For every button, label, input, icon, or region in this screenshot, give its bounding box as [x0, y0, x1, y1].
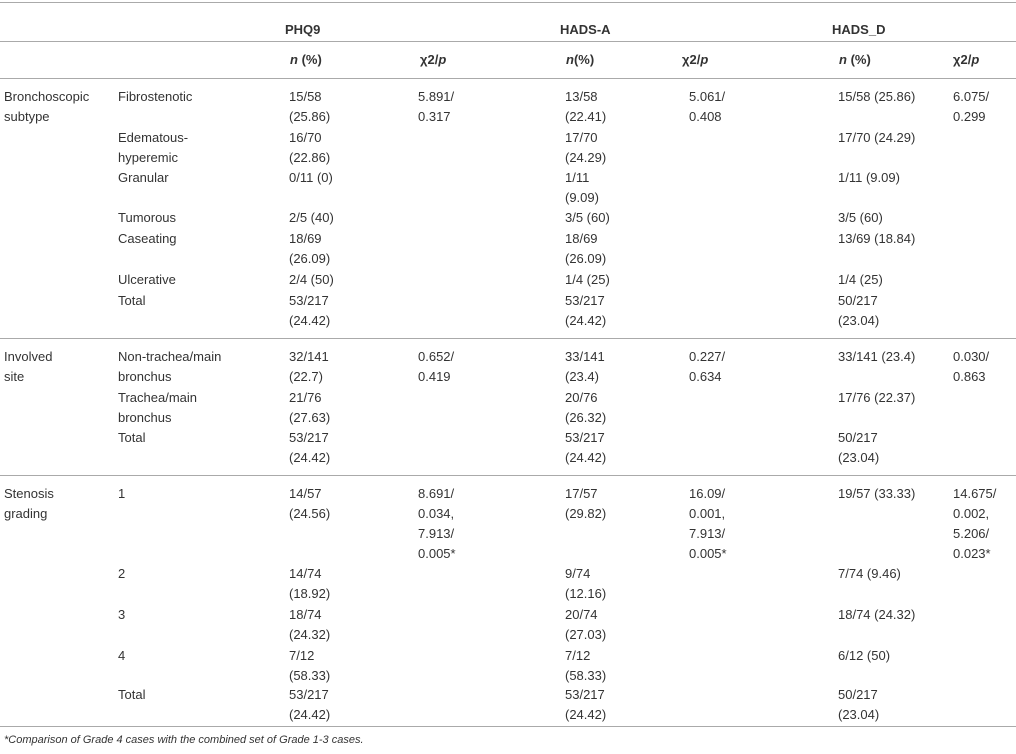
table-cell-phq-x: 0.652/ 0.419 [418, 349, 455, 384]
table-cell-hd-n: 3/5 (60) [838, 210, 883, 225]
row-item-label: Total [118, 293, 146, 308]
header-rule-2 [0, 78, 1016, 79]
row-item-label: Edematous- hyperemic [118, 130, 189, 165]
table-cell-ha-x: 16.09/ 0.001, 7.913/ 0.005* [689, 486, 727, 561]
table-cell-hd-n: 50/217 (23.04) [838, 687, 880, 722]
section-label: Involved site [4, 349, 53, 384]
table-cell-ha-n: 9/74 (12.16) [565, 566, 607, 601]
row-item-label: 4 [118, 648, 126, 663]
table-cell-hd-n: 18/74 (24.32) [838, 607, 916, 622]
table-cell-ha-n: 53/217 (24.42) [565, 687, 607, 722]
table-cell-ha-n: 17/57 (29.82) [565, 486, 607, 521]
bottom-rule [0, 726, 1016, 727]
table-cell-ha-n: 7/12 (58.33) [565, 648, 607, 683]
subheader-phq9-chi: χ2/p [420, 52, 447, 67]
table-cell-phq-n: 53/217 (24.42) [289, 430, 331, 465]
table-cell-ha-x: 5.061/ 0.408 [689, 89, 726, 124]
table-cell-hd-n: 17/70 (24.29) [838, 130, 916, 145]
table-cell-hd-n: 50/217 (23.04) [838, 430, 880, 465]
table-cell-phq-x: 8.691/ 0.034, 7.913/ 0.005* [418, 486, 456, 561]
table-cell-ha-n: 20/74 (27.03) [565, 607, 607, 642]
row-item-label: Tumorous [118, 210, 177, 225]
header-hads-d: HADS_D [832, 22, 886, 37]
top-rule [0, 2, 1016, 3]
subheader-hadsd-chi: χ2/p [953, 52, 980, 67]
row-item-label: Ulcerative [118, 272, 176, 287]
section-label: Bronchoscopic subtype [4, 89, 90, 124]
table-cell-ha-n: 33/141 (23.4) [565, 349, 605, 384]
table-cell-hd-n: 33/141 (23.4) [838, 349, 916, 364]
table-cell-phq-n: 53/217 (24.42) [289, 687, 331, 722]
row-item-label: 3 [118, 607, 126, 622]
table-cell-ha-n: 13/58 (22.41) [565, 89, 607, 124]
row-item-label: Non-trachea/main bronchus [118, 349, 222, 384]
table-cell-hd-n: 17/76 (22.37) [838, 390, 916, 405]
table-cell-ha-n: 17/70 (24.29) [565, 130, 607, 165]
row-item-label: 2 [118, 566, 126, 581]
subheader-phq9-n: n (%) [290, 52, 322, 67]
row-item-label: Total [118, 687, 146, 702]
section-rule [0, 338, 1016, 339]
table-footnote: *Comparison of Grade 4 cases with the co… [4, 734, 364, 746]
table-cell-phq-n: 2/4 (50) [289, 272, 334, 287]
table-cell-hd-n: 19/57 (33.33) [838, 486, 916, 501]
table-cell-ha-n: 53/217 (24.42) [565, 293, 607, 328]
table-cell-hd-n: 7/74 (9.46) [838, 566, 901, 581]
table-cell-hd-n: 6/12 (50) [838, 648, 891, 663]
table-cell-phq-n: 32/141 (22.7) [289, 349, 329, 384]
table-cell-phq-n: 18/69 (26.09) [289, 231, 331, 266]
table-cell-ha-n: 3/5 (60) [565, 210, 610, 225]
row-item-label: Granular [118, 170, 169, 185]
table-cell-hd-n: 15/58 (25.86) [838, 89, 916, 104]
row-item-label: Caseating [118, 231, 177, 246]
table-cell-ha-n: 1/4 (25) [565, 272, 610, 287]
table-cell-phq-n: 14/57 (24.56) [289, 486, 331, 521]
table-cell-phq-n: 53/217 (24.42) [289, 293, 331, 328]
table-cell-hd-x: 0.030/ 0.863 [953, 349, 990, 384]
subheader-hadsa-n: n(%) [566, 52, 595, 67]
table-cell-hd-x: 14.675/ 0.002, 5.206/ 0.023* [953, 486, 997, 561]
row-item-label: Fibrostenotic [118, 89, 193, 104]
table-cell-phq-n: 15/58 (25.86) [289, 89, 331, 124]
table-cell-phq-n: 21/76 (27.63) [289, 390, 331, 425]
table-cell-ha-n: 20/76 (26.32) [565, 390, 607, 425]
table-cell-hd-n: 1/11 (9.09) [838, 170, 900, 185]
table-cell-phq-n: 2/5 (40) [289, 210, 334, 225]
row-item-label: Trachea/main bronchus [118, 390, 197, 425]
table-cell-ha-x: 0.227/ 0.634 [689, 349, 726, 384]
table-cell-phq-n: 7/12 (58.33) [289, 648, 331, 683]
subheader-hadsa-chi: χ2/p [682, 52, 709, 67]
header-phq9: PHQ9 [285, 22, 321, 37]
table-cell-hd-n: 50/217 (23.04) [838, 293, 880, 328]
header-rule-1 [0, 41, 1016, 42]
table-cell-phq-n: 14/74 (18.92) [289, 566, 331, 601]
table-cell-ha-n: 18/69 (26.09) [565, 231, 607, 266]
section-label: Stenosis grading [4, 486, 54, 521]
table-cell-hd-n: 1/4 (25) [838, 272, 883, 287]
table-cell-hd-x: 6.075/ 0.299 [953, 89, 990, 124]
table-cell-ha-n: 53/217 (24.42) [565, 430, 607, 465]
table-cell-phq-x: 5.891/ 0.317 [418, 89, 455, 124]
row-item-label: 1 [118, 486, 126, 501]
header-hads-a: HADS-A [560, 22, 611, 37]
table-cell-ha-n: 1/11 (9.09) [565, 170, 599, 205]
row-item-label: Total [118, 430, 146, 445]
subheader-hadsd-n: n (%) [839, 52, 871, 67]
table-cell-phq-n: 18/74 (24.32) [289, 607, 331, 642]
section-rule [0, 475, 1016, 476]
table-cell-phq-n: 0/11 (0) [289, 170, 333, 185]
table-cell-phq-n: 16/70 (22.86) [289, 130, 331, 165]
table-cell-hd-n: 13/69 (18.84) [838, 231, 916, 246]
